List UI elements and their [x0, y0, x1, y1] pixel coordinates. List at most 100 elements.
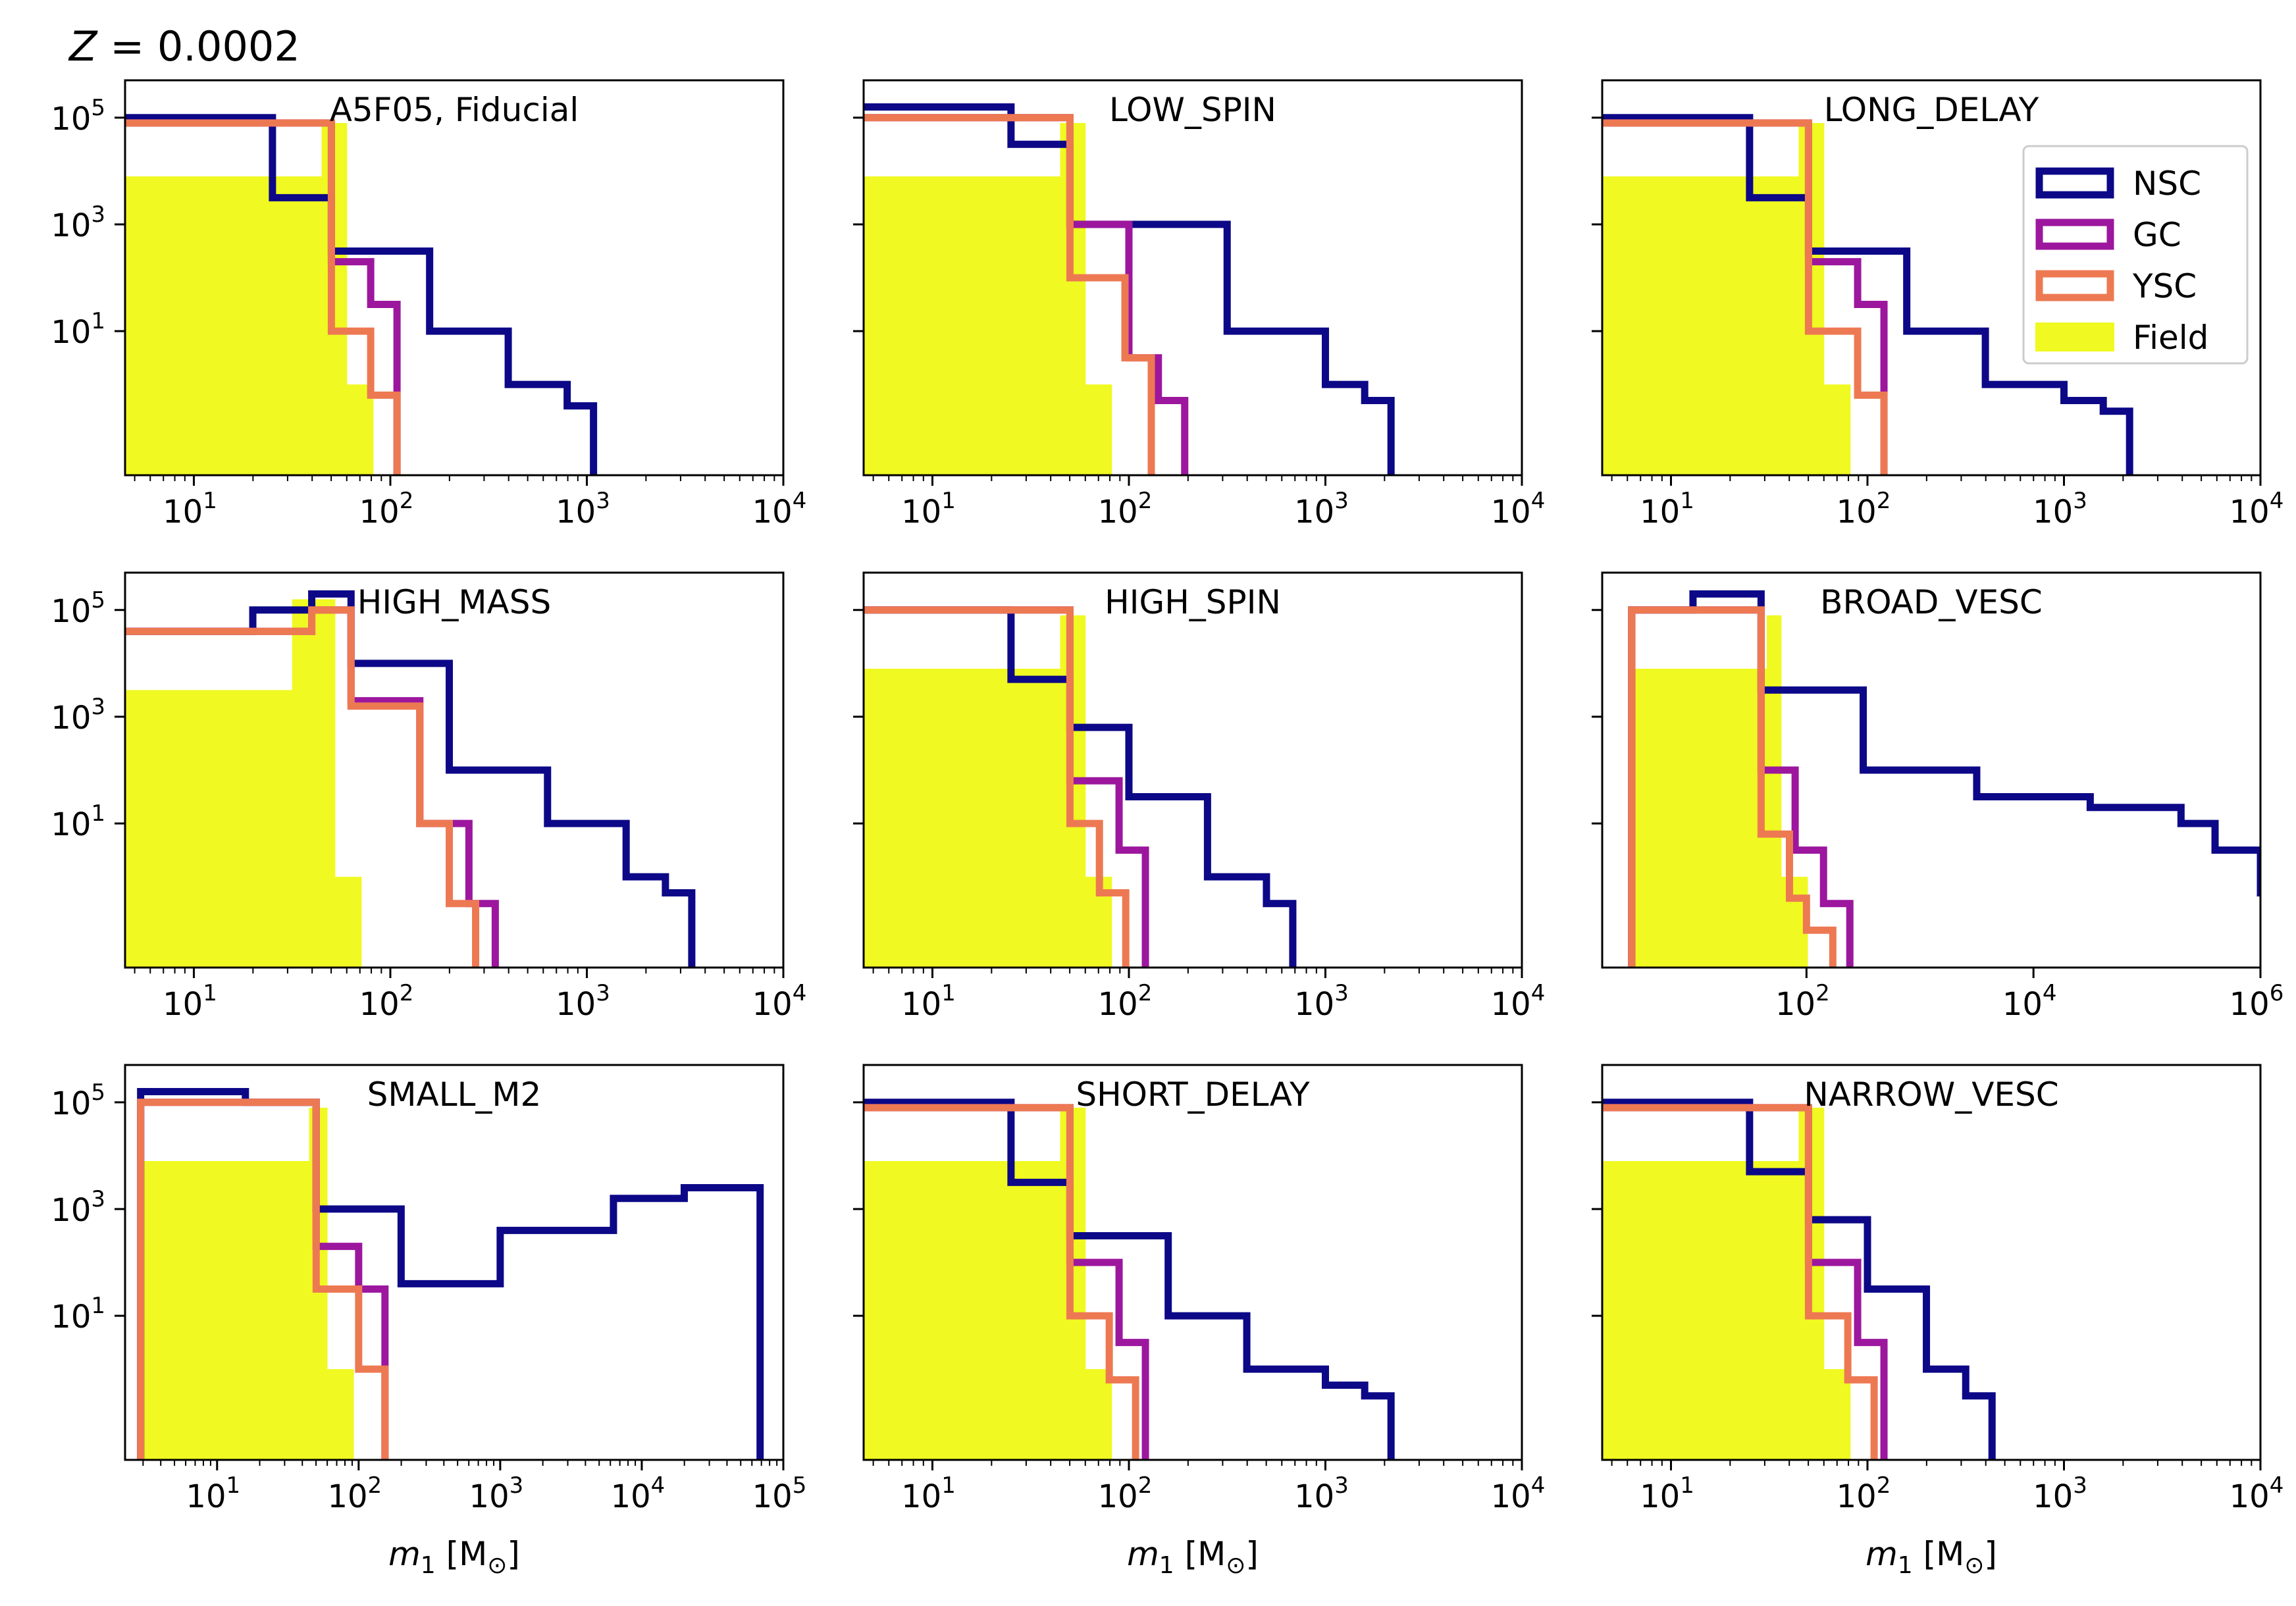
legend-label-nsc: NSC: [2133, 165, 2201, 203]
panel-high-spin: HIGH_SPIN 101 102 103 104: [853, 571, 1546, 1023]
x-tick-label: 104: [2230, 1472, 2284, 1515]
x-tick-label: 102: [1775, 980, 1830, 1023]
legend-swatch-field: [2035, 323, 2114, 351]
x-tick-label: 102: [1098, 1472, 1153, 1515]
x-tick-label: 104: [2230, 488, 2284, 531]
panel-title: NARROW_VESC: [1804, 1075, 2058, 1114]
series-nsc-line: [125, 114, 598, 475]
panel-high-mass: HIGH_MASS 101 103 105 101 102 103 104: [51, 571, 806, 1023]
plot-area: [864, 606, 1297, 968]
panel-short-delay: SHORT_DELAY 101 102 103 104 m1 [M⊙]: [853, 1064, 1545, 1579]
plot-area: [1602, 1099, 1996, 1460]
series-field-bars: [1602, 122, 1851, 475]
series-field-bars: [864, 1107, 1112, 1460]
axes-frame: [862, 79, 1523, 477]
panel-title: HIGH_MASS: [357, 583, 552, 621]
x-tick-label: 103: [1294, 488, 1349, 531]
x-tick-label: 101: [186, 1472, 240, 1515]
x-tick-label: 102: [359, 488, 414, 531]
x-tick-label: 103: [2033, 488, 2087, 531]
x-tick-label: 102: [327, 1472, 382, 1515]
axes-frame: [124, 571, 785, 969]
panel-narrow-vesc: NARROW_VESC 101 102 103 104 m1 [M⊙]: [1592, 1064, 2284, 1579]
x-tick-label: 104: [2002, 980, 2057, 1023]
plot-area: [1602, 114, 2133, 475]
panel-title: HIGH_SPIN: [1105, 583, 1281, 621]
series-nsc-line: [864, 103, 1395, 475]
axes-frame: [124, 79, 785, 477]
figure-title-variable: Z: [68, 22, 98, 70]
axes-frame: [862, 571, 1523, 969]
legend-swatch-nsc: [2035, 167, 2114, 199]
legend-label-field: Field: [2133, 319, 2208, 357]
y-tick-label: 103: [51, 1186, 105, 1229]
axes-frame: [1601, 1064, 2262, 1461]
legend-box: [2022, 145, 2249, 365]
x-tick-label: 103: [556, 980, 610, 1023]
x-tick-label: 101: [901, 980, 956, 1023]
series-field-bars: [1602, 1107, 1851, 1460]
x-tick-label: 101: [163, 980, 217, 1023]
panel-broad-vesc: BROAD_VESC 102 104 106: [1592, 571, 2284, 1023]
series-ysc-line: [1602, 1104, 1878, 1460]
plot-area: [1628, 590, 2260, 968]
series-field-bars: [125, 599, 362, 968]
series-field-bars: [864, 615, 1112, 968]
x-tick-label: 104: [1491, 980, 1546, 1023]
x-tick-label: 104: [752, 488, 807, 531]
plot-area: [125, 590, 696, 968]
panel-title: LOW_SPIN: [1109, 91, 1276, 129]
x-tick-label: 101: [1640, 1472, 1694, 1515]
plot-area: [137, 1088, 764, 1460]
series-nsc-line: [1602, 1099, 1996, 1460]
x-tick-label: 103: [469, 1472, 524, 1515]
plot-area: [864, 103, 1395, 475]
x-axis-label: m1 [M⊙]: [388, 1535, 520, 1579]
y-tick-label: 101: [51, 1293, 105, 1335]
x-tick-label: 104: [1491, 488, 1546, 531]
series-ysc-line: [864, 114, 1155, 475]
axes-frame: [1601, 571, 2262, 969]
x-tick-label: 102: [1098, 980, 1153, 1023]
series-field-bars: [140, 1107, 354, 1460]
legend: NSC GC YSC Field: [2022, 145, 2249, 365]
panel-title: SHORT_DELAY: [1076, 1075, 1310, 1114]
y-tick-label: 101: [51, 800, 105, 843]
series-field-bars: [864, 122, 1112, 475]
x-tick-label: 103: [1294, 980, 1349, 1023]
legend-label-ysc: YSC: [2132, 267, 2197, 305]
panel-a5f05-fiducial: A5F05, Fiducial 101 103 105 101 102 103 104: [51, 79, 807, 531]
x-tick-label: 101: [163, 488, 217, 531]
x-tick-label: 103: [2033, 1472, 2087, 1515]
x-tick-label: 103: [556, 488, 610, 531]
x-tick-label: 101: [1640, 488, 1694, 531]
series-field-bars: [1631, 615, 1808, 968]
series-nsc-line: [1602, 114, 2133, 475]
series-field-bars: [125, 122, 374, 475]
panel-title: LONG_DELAY: [1824, 91, 2039, 129]
panel-low-spin: LOW_SPIN 101 102 103 104: [853, 79, 1546, 531]
panel-title: BROAD_VESC: [1820, 583, 2043, 621]
x-tick-label: 102: [1098, 488, 1153, 531]
series-nsc-line: [1628, 590, 2260, 968]
y-tick-label: 103: [51, 694, 105, 737]
x-axis-label: m1 [M⊙]: [1127, 1535, 1259, 1579]
series-ysc-line: [864, 1104, 1139, 1460]
x-tick-label: 106: [2230, 980, 2284, 1023]
x-tick-label: 101: [901, 1472, 956, 1515]
series-ysc-line: [864, 606, 1130, 968]
axes-frame: [1601, 79, 2262, 477]
series-nsc-line: [864, 1099, 1395, 1460]
y-tick-label: 101: [51, 308, 105, 351]
panel-title: SMALL_M2: [367, 1075, 542, 1114]
x-tick-label: 101: [901, 488, 956, 531]
x-tick-label: 102: [1837, 488, 1891, 531]
y-tick-label: 105: [51, 95, 105, 138]
series-ysc-line: [137, 1099, 389, 1460]
series-ysc-line: [1602, 119, 1888, 475]
figure-title-value: = 0.0002: [97, 22, 300, 70]
legend-label-gc: GC: [2133, 216, 2181, 254]
series-ysc-line: [125, 119, 401, 475]
